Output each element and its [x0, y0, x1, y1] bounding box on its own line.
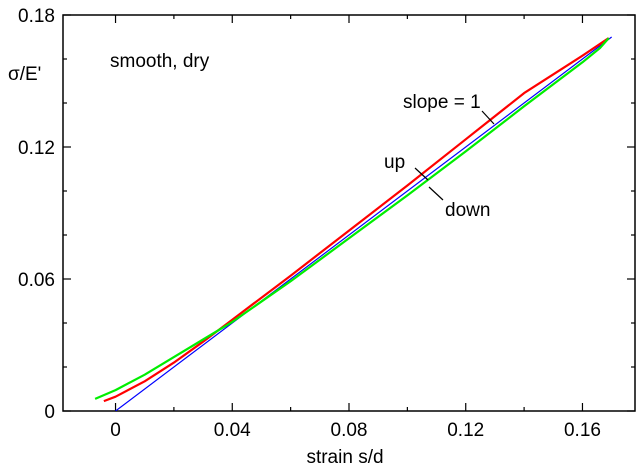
x-tick-label: 0.08: [331, 420, 368, 441]
up-annotation: up: [384, 152, 405, 173]
x-tick-label: 0.12: [447, 420, 484, 441]
down-leader: [428, 186, 444, 201]
plot-frame: [62, 14, 636, 412]
y-tick-label: 0: [44, 402, 55, 423]
y-tick-label: 0.12: [18, 138, 55, 159]
x-tick-label: 0.04: [214, 420, 251, 441]
y-tick-label: 0.06: [18, 270, 55, 291]
y-tick-label: 0.18: [18, 6, 55, 27]
up-leader: [414, 167, 429, 181]
slope-leader: [481, 110, 495, 125]
condition-annotation: smooth, dry: [110, 51, 210, 72]
x-tick-label: 0.16: [564, 420, 601, 441]
slope-curve: [115, 36, 613, 411]
up-curve: [103, 37, 610, 403]
down-curve: [94, 37, 610, 400]
down-annotation: down: [445, 200, 490, 221]
y-axis-label: σ/E': [8, 64, 41, 85]
slope-annotation: slope = 1: [403, 92, 481, 113]
x-axis-label: strain s/d: [306, 447, 383, 468]
x-tick-label: 0: [110, 420, 121, 441]
